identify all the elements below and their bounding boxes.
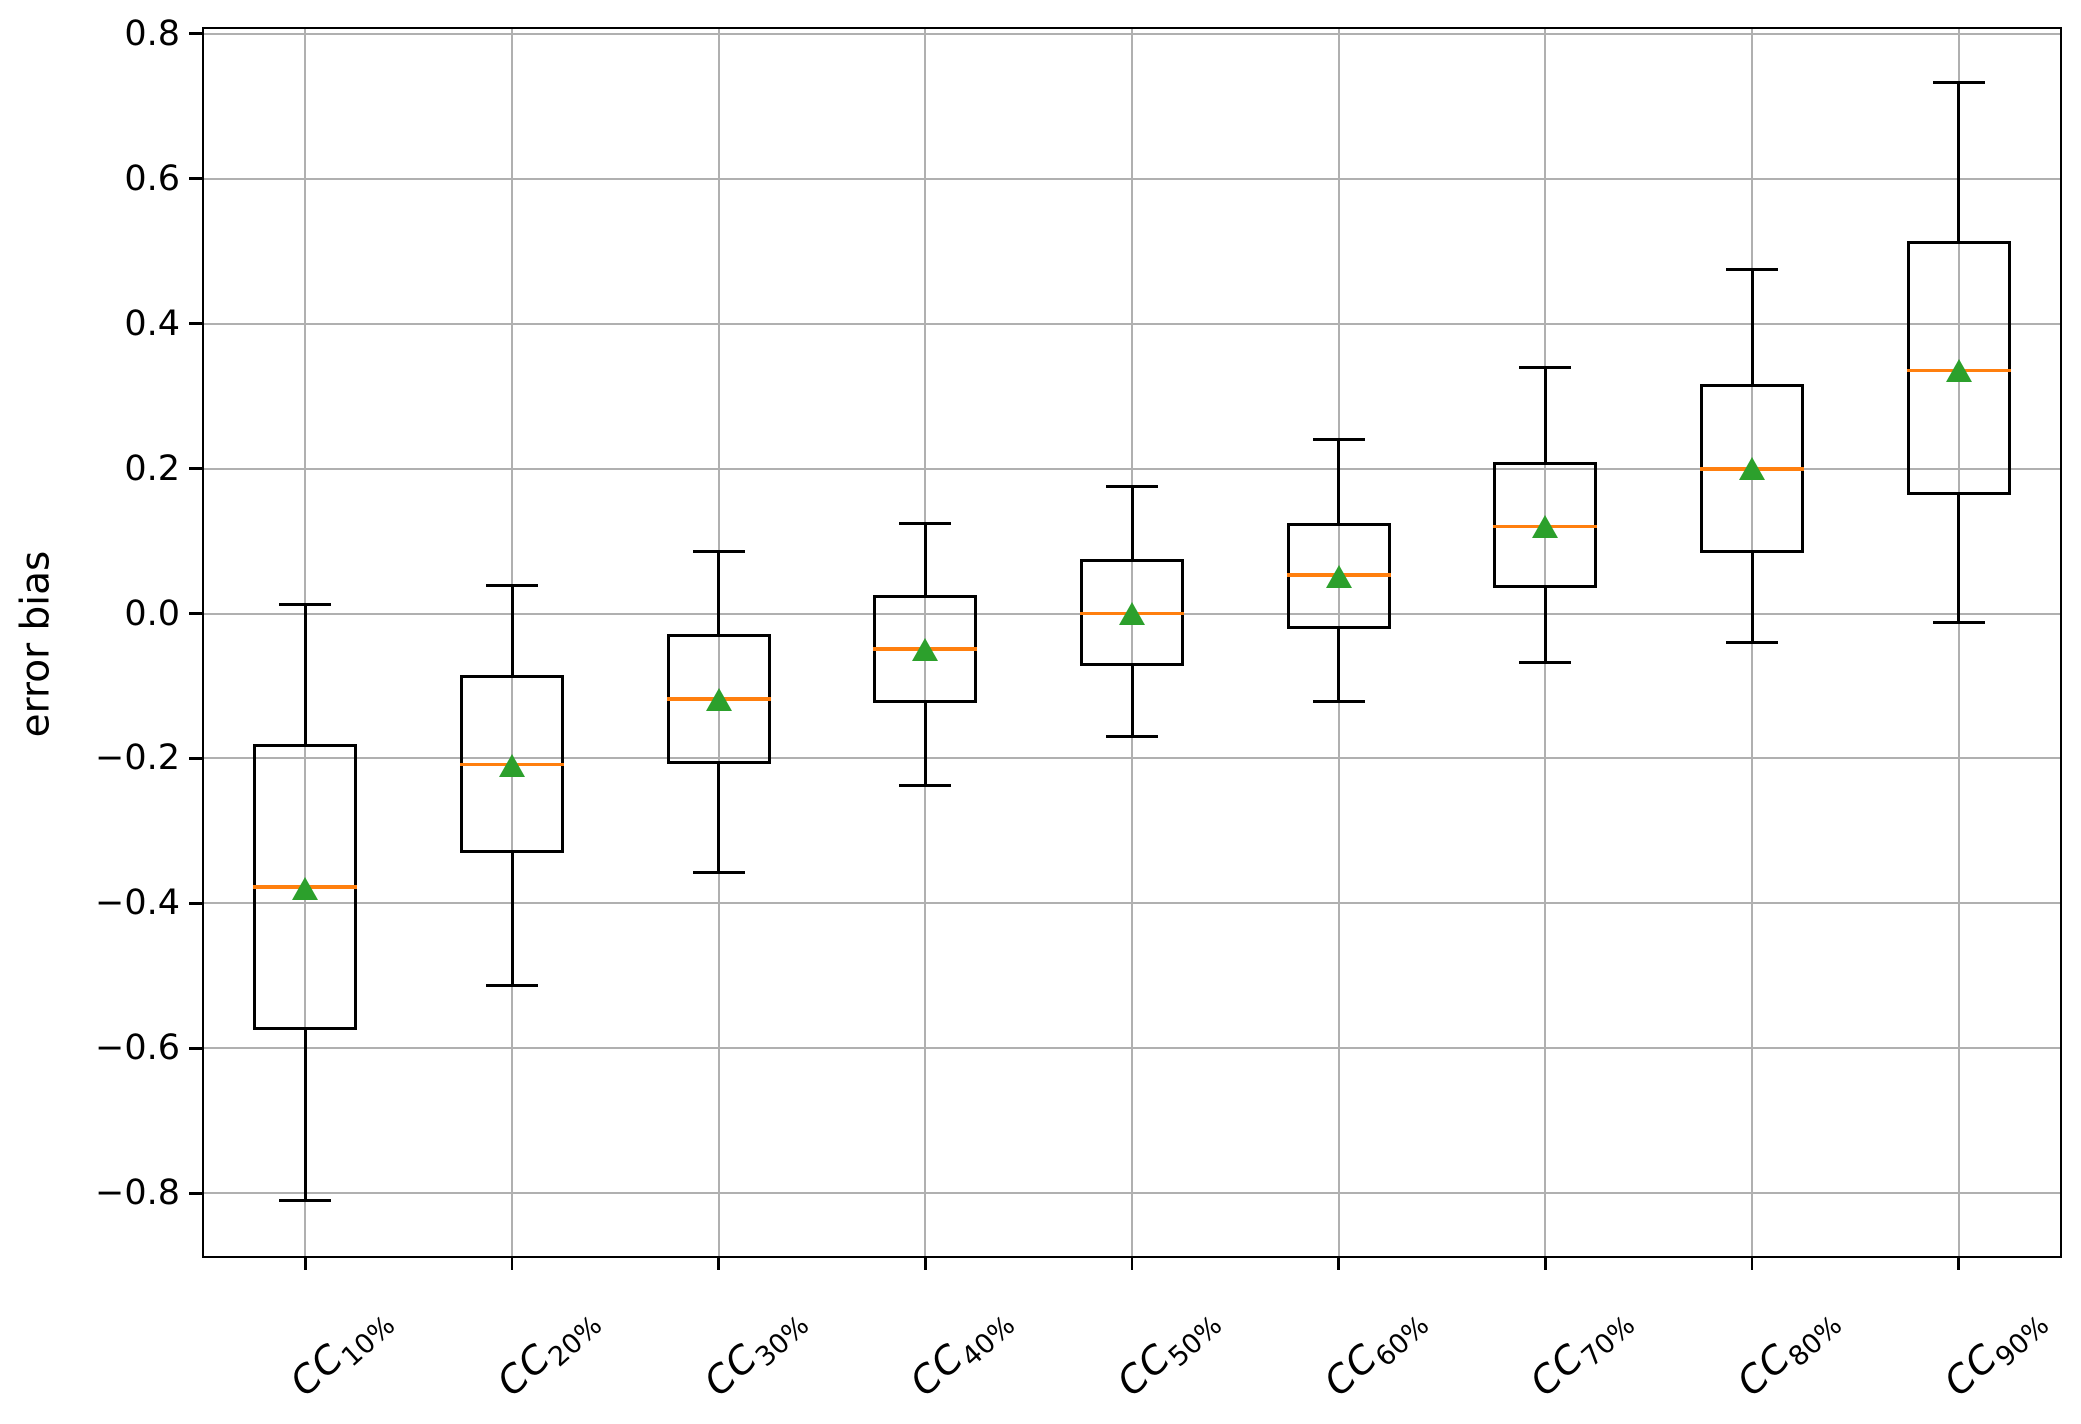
whisker-lower [510, 852, 514, 986]
y-axis-label: error bias [13, 550, 59, 738]
mean-marker [292, 876, 319, 900]
x-tick-label: CC80% [1728, 1295, 1848, 1410]
whisker-lower [1130, 666, 1134, 737]
whisker-cap-top [1312, 438, 1365, 441]
whisker-upper [1750, 269, 1754, 384]
mean-marker [912, 637, 939, 661]
whisker-cap-top [899, 522, 952, 526]
whisker-upper [717, 551, 721, 634]
whisker-cap-bottom [1519, 661, 1572, 665]
x-tick-mark [1750, 1258, 1754, 1270]
whisker-cap-top [692, 550, 745, 554]
x-tick-label: CC40% [902, 1295, 1022, 1410]
y-tick-label: 0.6 [124, 158, 180, 199]
x-gridline [1131, 27, 1133, 1258]
y-tick-mark [189, 757, 202, 760]
y-tick-mark [189, 1192, 202, 1195]
whisker-lower [1750, 552, 1754, 643]
x-tick-label: CC20% [488, 1295, 608, 1410]
whisker-cap-top [1726, 268, 1778, 272]
whisker-lower [303, 1030, 307, 1201]
whisker-upper [923, 523, 927, 595]
mean-marker [1532, 514, 1559, 538]
y-tick-label: 0.2 [124, 448, 180, 489]
y-tick-label: −0.6 [95, 1028, 180, 1069]
x-tick-mark [1130, 1258, 1134, 1270]
whisker-upper [1337, 439, 1341, 523]
whisker-upper [510, 585, 514, 676]
y-tick-label: 0.0 [124, 593, 180, 634]
y-tick-label: −0.2 [95, 738, 180, 779]
x-tick-mark [717, 1258, 720, 1270]
y-tick-mark [189, 1047, 202, 1050]
x-tick-label: CC70% [1522, 1295, 1642, 1410]
y-tick-mark [189, 612, 202, 615]
whisker-lower [1543, 588, 1547, 663]
x-gridline [717, 27, 720, 1258]
whisker-cap-bottom [486, 983, 538, 987]
y-tick-label: −0.8 [95, 1173, 180, 1214]
whisker-lower [1337, 629, 1341, 702]
whisker-upper [303, 604, 307, 744]
x-tick-mark [1337, 1258, 1340, 1270]
x-tick-label: CC50% [1108, 1295, 1228, 1410]
box-CC90% [1906, 240, 2011, 496]
mean-marker [705, 688, 732, 712]
x-tick-label: CC90% [1935, 1295, 2055, 1410]
whisker-lower [717, 763, 721, 873]
mean-marker [1119, 601, 1145, 625]
x-tick-mark [304, 1258, 307, 1270]
x-tick-label: CC30% [695, 1295, 815, 1410]
mean-marker [1945, 358, 1972, 382]
y-tick-mark [189, 177, 202, 180]
whisker-cap-bottom [279, 1199, 332, 1203]
x-gridline [1957, 27, 1960, 1258]
whisker-cap-bottom [1312, 699, 1365, 703]
y-tick-mark [189, 322, 202, 325]
whisker-cap-bottom [1726, 641, 1778, 644]
whisker-cap-top [279, 603, 332, 607]
mean-marker [1325, 564, 1352, 588]
mean-marker [499, 753, 525, 777]
y-tick-mark [189, 902, 202, 905]
whisker-cap-bottom [1932, 620, 1985, 624]
whisker-cap-bottom [1106, 735, 1158, 739]
y-tick-label: −0.4 [95, 883, 180, 924]
whisker-cap-top [486, 584, 538, 588]
whisker-cap-bottom [692, 870, 745, 874]
whisker-upper [1957, 82, 1961, 241]
x-tick-label: CC60% [1315, 1295, 1435, 1410]
whisker-cap-bottom [899, 783, 952, 787]
whisker-lower [1957, 495, 1961, 623]
x-tick-mark [1544, 1258, 1547, 1270]
y-tick-label: 0.4 [124, 303, 180, 344]
mean-marker [1739, 457, 1765, 481]
y-tick-label: 0.8 [124, 13, 180, 54]
x-tick-label: CC10% [282, 1295, 402, 1410]
x-tick-mark [510, 1258, 514, 1270]
whisker-lower [923, 702, 927, 786]
whisker-cap-top [1519, 366, 1572, 370]
y-tick-mark [189, 32, 202, 35]
whisker-upper [1130, 486, 1134, 560]
whisker-cap-top [1106, 485, 1158, 489]
x-tick-mark [924, 1258, 927, 1270]
whisker-cap-top [1932, 81, 1985, 85]
y-tick-mark [189, 467, 202, 470]
x-tick-mark [1957, 1258, 1960, 1270]
whisker-upper [1543, 367, 1547, 462]
